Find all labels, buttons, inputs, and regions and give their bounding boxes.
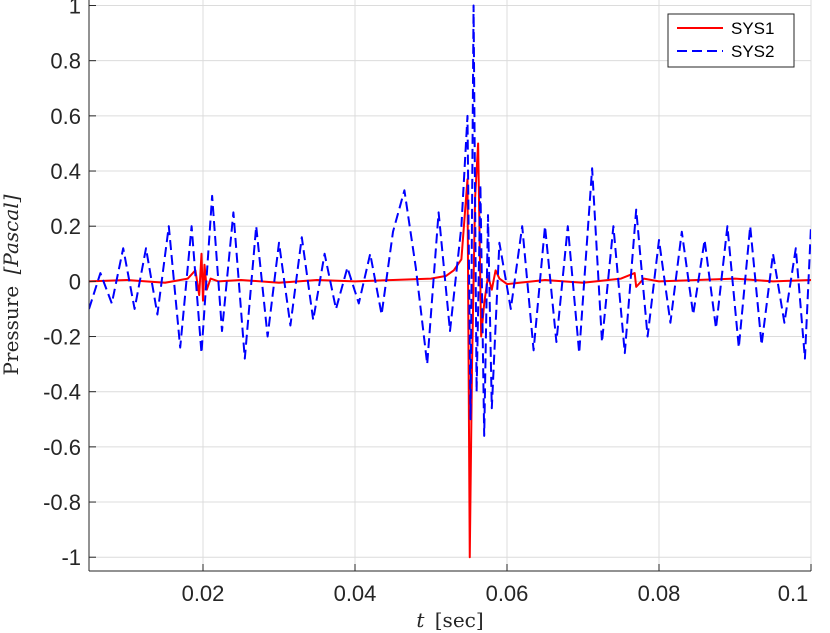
y-tick-label-6: 0.2 xyxy=(50,214,81,239)
x-axis-label-var: t xyxy=(416,608,425,632)
x-axis-label-unit: [sec] xyxy=(435,608,484,632)
legend-label-sys2: SYS2 xyxy=(731,42,774,61)
y-tick-label-5: 0 xyxy=(69,269,81,294)
legend: SYS1 SYS2 xyxy=(667,13,795,68)
legend-label-sys1: SYS1 xyxy=(731,19,774,38)
y-axis-ticks: -1 -0.8 -0.6 -0.4 -0.2 0 0.2 0.4 0.6 0.8 1 xyxy=(43,0,96,570)
y-axis-label-unit: [Pascal] xyxy=(0,194,23,274)
y-tick-label-4: -0.2 xyxy=(43,325,81,350)
x-tick-label-3: 0.08 xyxy=(638,581,681,606)
series-layer xyxy=(89,4,811,559)
grid-lines xyxy=(89,0,812,571)
y-tick-label-0: -1 xyxy=(61,545,81,570)
x-axis-label: t [sec] xyxy=(416,608,483,632)
y-tick-label-9: 0.8 xyxy=(50,49,81,74)
y-tick-label-8: 0.6 xyxy=(50,104,81,129)
x-tick-label-4: 0.1 xyxy=(778,581,809,606)
y-tick-label-1: -0.8 xyxy=(43,490,81,515)
plot-background xyxy=(89,0,811,571)
series-line-sys1 xyxy=(89,142,811,559)
series-line-sys2 xyxy=(89,4,811,437)
y-tick-label-7: 0.4 xyxy=(50,159,81,184)
y-tick-label-10: 1 xyxy=(69,0,81,19)
y-tick-label-2: -0.6 xyxy=(43,435,81,460)
y-axis-label-text: Pressure xyxy=(0,286,23,376)
y-tick-label-3: -0.4 xyxy=(43,380,81,405)
x-axis-ticks: 0.02 0.04 0.06 0.08 0.1 xyxy=(182,564,812,606)
legend-box xyxy=(667,13,795,68)
x-tick-label-1: 0.04 xyxy=(334,581,377,606)
axes-frame xyxy=(88,0,811,572)
y-axis-label: Pressure [Pascal] xyxy=(0,194,23,375)
x-tick-label-0: 0.02 xyxy=(182,581,225,606)
x-tick-label-2: 0.06 xyxy=(486,581,529,606)
